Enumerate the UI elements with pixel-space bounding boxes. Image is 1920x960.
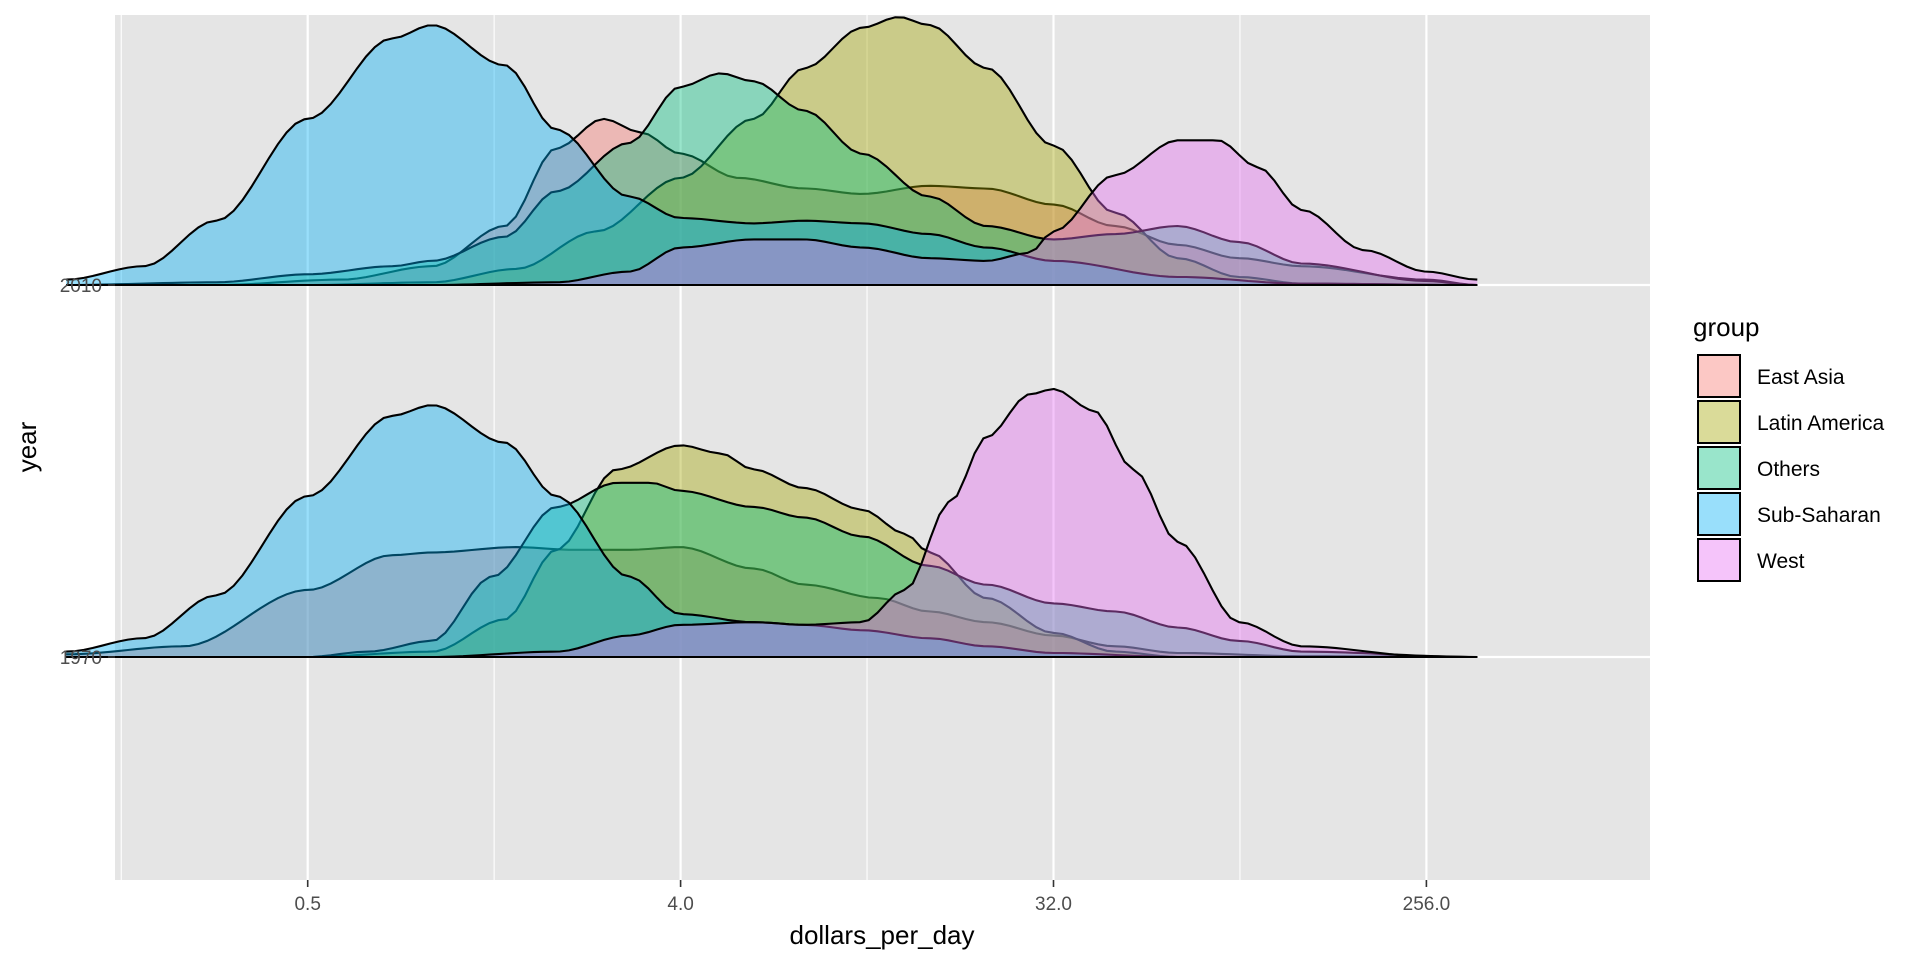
legend-label: Latin America: [1757, 412, 1885, 435]
density-fill-east-asia-2010: [66, 118, 1478, 286]
density-fill-others-2010: [66, 73, 1478, 286]
legend-label: Sub-Saharan: [1757, 504, 1881, 527]
density-fill-latin-america-1970: [66, 445, 1478, 657]
density-outline-east-asia-2010: [66, 117, 1478, 287]
density-outline-sub-saharan-2010: [66, 24, 1478, 287]
density-fill-latin-america-2010: [66, 17, 1478, 286]
legend-key-east-asia: [1697, 354, 1741, 398]
legend: group East Asia Latin America Others Sub-Sa…: [1693, 312, 1885, 582]
y-axis-title: year: [12, 421, 42, 472]
legend-key-sub-saharan: [1697, 492, 1741, 536]
density-fill-sub-saharan-2010: [66, 25, 1478, 285]
density-fill-east-asia-1970: [66, 547, 1478, 657]
density-fill-west-1970: [66, 389, 1478, 657]
x-tick-label: 256.0: [1403, 894, 1451, 915]
density-outline-east-asia-1970: [66, 546, 1478, 659]
legend-label: East Asia: [1757, 366, 1845, 389]
density-outline-others-2010: [66, 72, 1478, 287]
legend-key-others: [1697, 446, 1741, 490]
legend-key-west: [1697, 538, 1741, 582]
density-fill-west-2010: [66, 140, 1478, 285]
plot-panel: [115, 15, 1650, 880]
x-tick-label: 0.5: [294, 894, 320, 915]
y-tick-label: 2010: [60, 276, 102, 297]
y-tick-label: 1970: [60, 648, 102, 669]
legend-title: group: [1693, 312, 1760, 342]
density-fill-sub-saharan-1970: [66, 405, 1478, 657]
legend-label: West: [1757, 550, 1805, 573]
x-axis-title: dollars_per_day: [789, 920, 974, 950]
legend-label: Others: [1757, 458, 1820, 481]
legend-key-latin-america: [1697, 400, 1741, 444]
x-tick-label: 32.0: [1035, 894, 1072, 915]
x-tick-label: 4.0: [667, 894, 693, 915]
density-layer: [66, 16, 1478, 659]
axes: 0.5 4.0 32.0 256.0 1970 2010: [60, 276, 1450, 915]
